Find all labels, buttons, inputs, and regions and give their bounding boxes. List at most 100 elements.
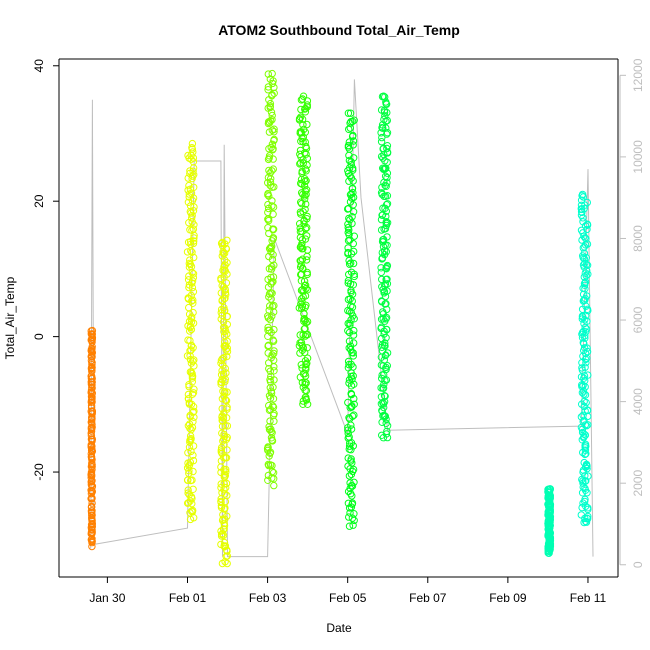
data-point xyxy=(185,491,194,499)
data-point xyxy=(270,349,278,358)
data-point xyxy=(189,485,197,493)
data-point xyxy=(378,133,386,142)
data-point xyxy=(87,468,96,476)
data-point xyxy=(345,337,354,345)
data-point xyxy=(185,181,193,190)
data-point xyxy=(344,454,352,462)
data-point xyxy=(346,342,355,350)
data-point xyxy=(377,138,386,146)
data-point xyxy=(296,331,304,339)
data-point xyxy=(184,336,192,344)
data-point xyxy=(296,349,304,357)
data-point xyxy=(584,270,592,278)
data-point xyxy=(189,296,197,304)
y2-tick-label: 8000 xyxy=(631,225,645,252)
data-point xyxy=(299,370,308,378)
series-4 xyxy=(295,92,312,408)
data-point xyxy=(350,380,358,388)
y2-tick-label: 6000 xyxy=(631,306,645,333)
data-point xyxy=(268,202,276,210)
series-8 xyxy=(577,190,592,527)
data-point xyxy=(581,259,589,267)
data-point xyxy=(183,476,192,484)
data-point xyxy=(346,321,354,329)
data-point xyxy=(265,96,273,104)
data-point xyxy=(347,345,355,354)
data-point xyxy=(382,430,391,438)
data-point xyxy=(302,177,310,185)
data-point xyxy=(264,443,272,451)
data-point xyxy=(270,128,278,136)
x-tick-label: Feb 03 xyxy=(249,591,287,605)
data-point xyxy=(188,476,196,484)
data-point xyxy=(377,129,385,137)
data-point xyxy=(583,292,591,300)
data-point xyxy=(189,467,197,476)
series-3 xyxy=(263,69,278,490)
data-point xyxy=(302,190,310,199)
data-point xyxy=(188,277,197,285)
data-point xyxy=(298,297,306,306)
data-point xyxy=(188,144,196,152)
data-point xyxy=(189,442,198,450)
data-point xyxy=(344,220,352,228)
data-point xyxy=(347,158,355,166)
data-point xyxy=(344,141,353,150)
data-point xyxy=(344,357,353,366)
data-point xyxy=(377,268,385,277)
data-point xyxy=(382,182,390,191)
data-point xyxy=(301,105,309,113)
y2-tick-label: 12000 xyxy=(631,58,645,92)
data-point xyxy=(380,403,388,412)
data-point xyxy=(269,165,277,173)
data-point xyxy=(348,290,357,298)
data-point xyxy=(189,288,198,296)
data-point xyxy=(269,273,278,281)
data-point xyxy=(265,216,273,225)
data-point xyxy=(184,449,192,457)
data-point xyxy=(582,235,590,243)
data-point xyxy=(184,395,193,403)
data-point xyxy=(221,294,229,302)
data-point xyxy=(87,502,96,511)
x-tick-label: Jan 30 xyxy=(89,591,125,605)
data-point xyxy=(349,352,357,360)
data-point xyxy=(582,272,590,280)
data-point xyxy=(378,407,386,415)
data-point xyxy=(87,356,96,365)
data-point xyxy=(383,362,391,370)
data-point xyxy=(220,354,228,362)
data-point xyxy=(302,200,310,208)
data-point xyxy=(297,361,305,369)
data-point xyxy=(301,224,310,233)
data-point xyxy=(221,306,229,315)
data-point xyxy=(269,210,277,218)
data-point xyxy=(270,347,278,355)
data-point xyxy=(268,436,276,444)
data-point xyxy=(189,344,197,352)
data-point xyxy=(267,387,275,395)
data-point xyxy=(301,357,310,365)
data-point xyxy=(298,236,306,244)
data-point xyxy=(189,158,198,166)
data-point xyxy=(220,538,229,547)
data-point xyxy=(266,417,274,425)
data-point xyxy=(378,371,386,379)
data-point xyxy=(268,183,276,191)
data-point xyxy=(268,126,276,134)
data-point xyxy=(218,355,227,363)
data-point xyxy=(578,428,587,437)
data-point xyxy=(269,77,277,85)
data-point xyxy=(184,198,193,207)
x-tick-label: Feb 07 xyxy=(409,591,447,605)
data-point xyxy=(186,226,194,234)
y-tick-label: 40 xyxy=(32,59,46,73)
data-point xyxy=(297,105,305,114)
data-point xyxy=(87,388,96,396)
data-point xyxy=(579,218,587,226)
data-point xyxy=(380,106,389,115)
data-point xyxy=(303,246,312,254)
data-point xyxy=(190,237,198,245)
data-point xyxy=(270,125,278,133)
data-point xyxy=(346,484,354,493)
